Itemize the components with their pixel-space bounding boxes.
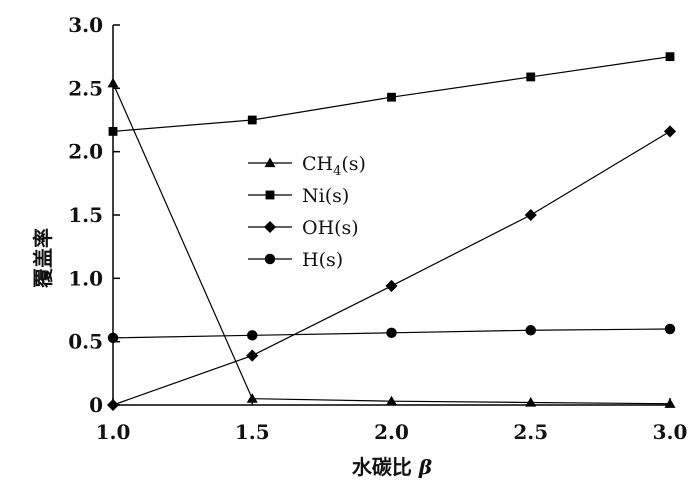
legend-label: OH(s) bbox=[302, 217, 359, 239]
circle-marker bbox=[247, 330, 258, 341]
x-tick-label: 1.0 bbox=[96, 420, 131, 444]
circle-marker bbox=[386, 327, 397, 339]
legend-item: OH(s) bbox=[248, 217, 359, 239]
series-layer bbox=[106, 52, 677, 412]
axis-titles: 水碳比 β 覆盖率 bbox=[31, 228, 432, 479]
y-tick-label: 3.0 bbox=[68, 13, 103, 37]
square-marker bbox=[526, 72, 536, 82]
x-tick-label: 2.5 bbox=[513, 420, 548, 444]
y-tick-label: 1.0 bbox=[68, 266, 103, 290]
triangle-marker bbox=[264, 157, 276, 168]
triangle-marker bbox=[386, 395, 397, 406]
circle-marker bbox=[525, 325, 536, 336]
series-circle bbox=[107, 323, 676, 344]
x-tick-label: 1.5 bbox=[235, 420, 270, 444]
y-tick-label: 2.0 bbox=[68, 140, 103, 164]
y-tick-label: 0 bbox=[89, 393, 103, 417]
y-tick-label: 2.5 bbox=[68, 76, 103, 100]
triangle-marker bbox=[525, 396, 537, 407]
legend-label: Ni(s) bbox=[302, 185, 349, 207]
square-marker bbox=[108, 127, 118, 136]
series-triangle bbox=[107, 77, 676, 408]
x-axis-title: 水碳比 β bbox=[352, 455, 432, 479]
diamond-marker bbox=[246, 349, 259, 362]
square-marker bbox=[265, 190, 275, 200]
square-marker bbox=[247, 115, 257, 125]
legend: CH4(s) Ni(s) OH(s) H(s) bbox=[248, 153, 366, 271]
circle-marker bbox=[264, 253, 276, 265]
triangle-marker bbox=[107, 77, 119, 88]
x-tick-label: 3.0 bbox=[653, 420, 688, 444]
legend-item: Ni(s) bbox=[248, 185, 349, 207]
y-tick-label: 0.5 bbox=[68, 330, 103, 354]
square-marker bbox=[387, 92, 396, 102]
legend-label: H(s) bbox=[302, 249, 343, 271]
diamond-marker bbox=[385, 279, 398, 292]
square-marker bbox=[665, 52, 675, 62]
series-line bbox=[112, 130, 671, 406]
diamond-marker bbox=[524, 208, 537, 222]
legend-item: CH4(s) bbox=[248, 153, 366, 179]
legend-item: H(s) bbox=[248, 249, 343, 271]
legend-label: CH4(s) bbox=[302, 153, 366, 179]
diamond-marker bbox=[663, 125, 677, 138]
y-tick-label: 1.5 bbox=[68, 203, 103, 227]
series-diamond bbox=[106, 125, 677, 412]
triangle-marker bbox=[246, 393, 258, 403]
triangle-marker bbox=[664, 398, 676, 408]
series-square bbox=[108, 52, 675, 136]
axes bbox=[112, 25, 670, 406]
y-axis-title: 覆盖率 bbox=[31, 228, 55, 289]
series-line bbox=[112, 83, 671, 405]
diamond-marker bbox=[106, 398, 120, 412]
circle-marker bbox=[664, 323, 676, 335]
tick-labels: 1.0 1.5 2.0 2.5 3.0 0 0.5 1.0 1.5 2.0 2.5 3.0 bbox=[68, 13, 687, 444]
x-tick-label: 2.0 bbox=[374, 420, 409, 444]
diamond-marker bbox=[263, 220, 277, 234]
circle-marker bbox=[107, 332, 119, 344]
